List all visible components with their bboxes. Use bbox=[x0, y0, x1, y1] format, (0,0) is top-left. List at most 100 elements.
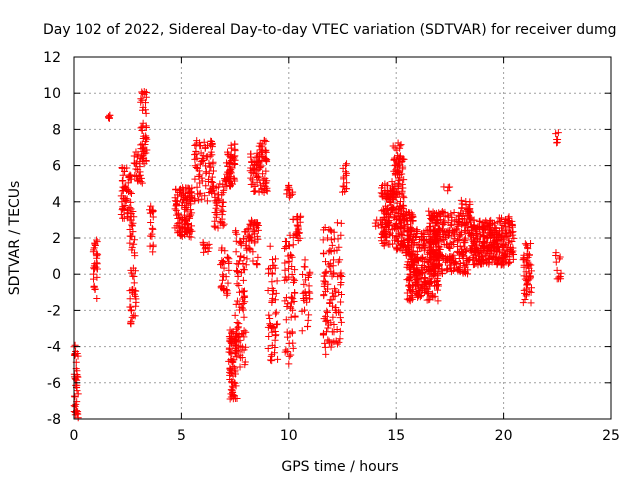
data-point bbox=[209, 167, 217, 175]
data-point bbox=[458, 204, 466, 212]
data-point bbox=[412, 251, 420, 259]
data-point bbox=[251, 239, 259, 247]
data-point bbox=[232, 237, 240, 245]
data-point bbox=[240, 254, 248, 262]
data-point bbox=[90, 264, 98, 272]
data-point bbox=[273, 277, 281, 285]
data-point bbox=[392, 234, 400, 242]
data-point bbox=[501, 230, 509, 238]
data-point bbox=[128, 244, 136, 252]
data-point bbox=[250, 187, 258, 195]
data-point bbox=[179, 198, 187, 206]
data-point bbox=[142, 157, 150, 165]
data-point bbox=[451, 259, 459, 267]
data-point bbox=[219, 203, 227, 211]
data-point bbox=[392, 166, 400, 174]
data-point bbox=[231, 311, 239, 319]
data-point bbox=[292, 231, 300, 239]
data-point bbox=[409, 260, 417, 268]
data-point bbox=[492, 247, 500, 255]
data-point bbox=[225, 260, 233, 268]
data-point bbox=[249, 226, 257, 234]
data-point bbox=[232, 227, 240, 235]
data-point bbox=[405, 241, 413, 249]
data-point bbox=[502, 256, 510, 264]
data-point bbox=[214, 183, 222, 191]
data-point bbox=[415, 270, 423, 278]
data-point bbox=[425, 281, 433, 289]
data-point bbox=[218, 218, 226, 226]
data-point bbox=[389, 190, 397, 198]
data-point bbox=[242, 261, 250, 269]
data-point bbox=[324, 234, 332, 242]
data-point bbox=[283, 328, 291, 336]
data-point bbox=[432, 218, 440, 226]
data-point bbox=[72, 375, 80, 383]
data-point bbox=[476, 217, 484, 225]
data-point bbox=[137, 98, 145, 106]
data-point bbox=[287, 251, 295, 259]
data-point bbox=[333, 340, 341, 348]
data-point bbox=[337, 219, 345, 227]
data-point bbox=[118, 177, 126, 185]
data-point bbox=[140, 87, 148, 95]
data-point bbox=[326, 263, 334, 271]
data-point bbox=[454, 243, 462, 251]
data-point bbox=[133, 176, 141, 184]
data-point bbox=[342, 185, 350, 193]
data-point bbox=[136, 171, 144, 179]
data-point bbox=[234, 343, 242, 351]
data-point bbox=[398, 189, 406, 197]
data-point bbox=[219, 273, 227, 281]
data-point bbox=[257, 163, 265, 171]
data-point bbox=[268, 298, 276, 306]
data-point bbox=[205, 169, 213, 177]
data-point bbox=[243, 255, 251, 263]
data-point bbox=[226, 170, 234, 178]
data-point bbox=[251, 187, 259, 195]
data-point bbox=[556, 272, 564, 280]
data-point bbox=[339, 164, 347, 172]
data-point bbox=[130, 236, 138, 244]
data-point bbox=[447, 261, 455, 269]
data-point bbox=[408, 254, 416, 262]
data-point bbox=[457, 209, 465, 217]
data-point bbox=[93, 254, 101, 262]
data-point bbox=[524, 253, 532, 261]
data-point bbox=[427, 262, 435, 270]
data-point bbox=[224, 177, 232, 185]
data-point bbox=[269, 256, 277, 264]
data-point bbox=[226, 326, 234, 334]
data-point bbox=[126, 239, 134, 247]
data-point bbox=[149, 248, 157, 256]
data-point bbox=[128, 232, 136, 240]
data-point bbox=[424, 277, 432, 285]
data-point bbox=[321, 223, 329, 231]
data-point bbox=[475, 224, 483, 232]
data-point bbox=[407, 292, 415, 300]
data-point bbox=[325, 225, 333, 233]
data-point bbox=[405, 214, 413, 222]
data-point bbox=[182, 217, 190, 225]
data-point bbox=[105, 113, 113, 121]
data-point bbox=[395, 229, 403, 237]
data-point bbox=[326, 226, 334, 234]
data-point bbox=[305, 282, 313, 290]
data-point bbox=[379, 228, 387, 236]
data-point bbox=[130, 240, 138, 248]
data-point bbox=[91, 285, 99, 293]
data-point bbox=[302, 276, 310, 284]
data-point bbox=[409, 217, 417, 225]
data-point bbox=[214, 191, 222, 199]
data-point bbox=[244, 233, 252, 241]
data-point bbox=[405, 296, 413, 304]
data-point bbox=[504, 244, 512, 252]
data-point bbox=[217, 246, 225, 254]
data-point bbox=[249, 257, 257, 265]
data-point bbox=[557, 269, 565, 277]
data-point bbox=[149, 213, 157, 221]
data-point bbox=[196, 189, 204, 197]
data-point bbox=[263, 184, 271, 192]
data-point bbox=[231, 370, 239, 378]
data-point bbox=[147, 202, 155, 210]
